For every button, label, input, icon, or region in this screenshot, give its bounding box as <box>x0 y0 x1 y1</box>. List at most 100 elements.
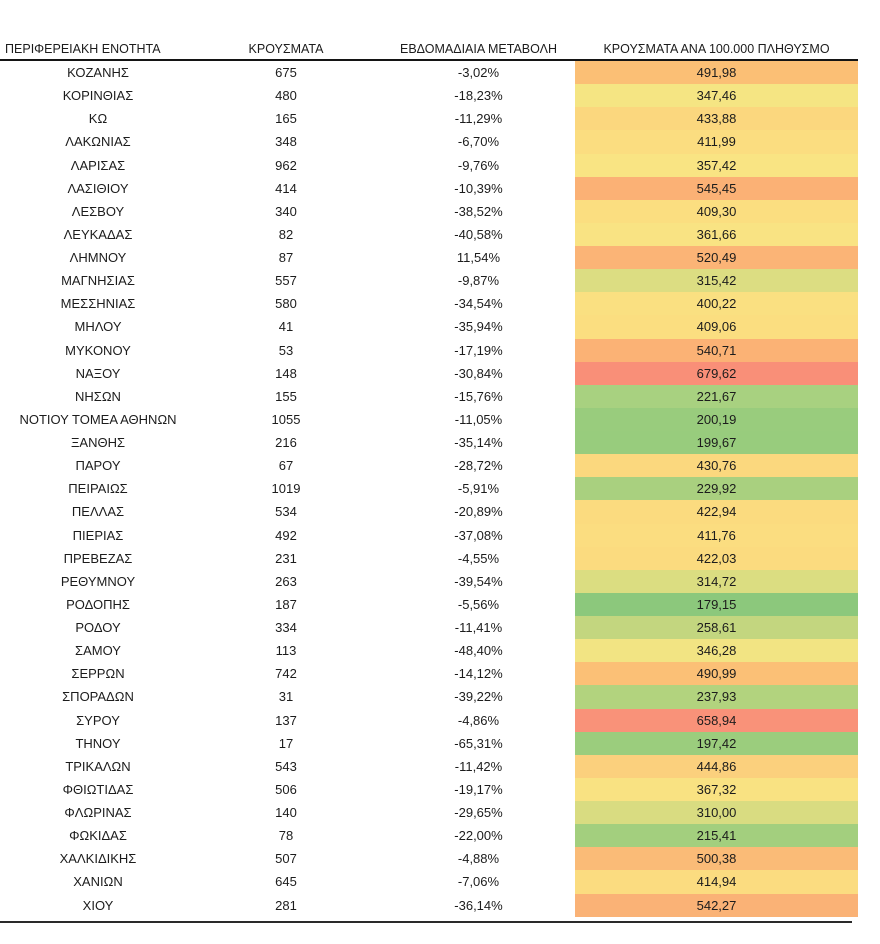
table-row: ΠΙΕΡΙΑΣ 492 -37,08% 411,76 <box>0 523 858 547</box>
region-cell: ΠΕΙΡΑΙΩΣ <box>68 481 128 497</box>
weekly-change-cell: -37,08% <box>454 527 503 543</box>
cases-cell: 492 <box>275 527 297 543</box>
weekly-change-cell: -36,14% <box>454 897 503 913</box>
per-100k-heat-cell: 197,42 <box>575 731 858 755</box>
cases-cell: 41 <box>278 319 294 335</box>
table-row: ΣΥΡΟΥ 137 -4,86% 658,94 <box>0 708 858 732</box>
per-100k-heat-cell: 430,76 <box>575 454 858 478</box>
cases-cell: 1055 <box>271 411 301 427</box>
region-cell: ΡΟΔΟΠΗΣ <box>66 596 130 612</box>
region-cell: ΚΟΡΙΝΘΙΑΣ <box>62 88 134 104</box>
region-cell: ΠΑΡΟΥ <box>75 458 121 474</box>
table-row: ΤΡΙΚΑΛΩΝ 543 -11,42% 444,86 <box>0 754 858 778</box>
cases-cell: 17 <box>278 735 294 751</box>
per-100k-heat-cell: 422,94 <box>575 500 858 524</box>
cases-cell: 53 <box>278 342 294 358</box>
cases-cell: 675 <box>275 65 297 81</box>
cases-cell: 216 <box>275 435 297 451</box>
region-cell: ΦΘΙΩΤΙΔΑΣ <box>62 781 134 797</box>
per-100k-heat-cell: 315,42 <box>575 269 858 293</box>
table-row: ΛΕΥΚΑΔΑΣ 82 -40,58% 361,66 <box>0 222 858 246</box>
weekly-change-cell: -20,89% <box>454 504 503 520</box>
table-row: ΣΑΜΟΥ 113 -48,40% 346,28 <box>0 639 858 663</box>
cases-cell: 31 <box>278 689 294 705</box>
region-cell: ΣΕΡΡΩΝ <box>71 666 125 682</box>
per-100k-heat-cell: 179,15 <box>575 592 858 616</box>
per-100k-heat-cell: 542,27 <box>575 893 858 917</box>
table-row: ΛΗΜΝΟΥ 87 11,54% 520,49 <box>0 246 858 270</box>
per-100k-heat-cell: 215,41 <box>575 824 858 848</box>
table-row: ΠΕΙΡΑΙΩΣ 1019 -5,91% 229,92 <box>0 477 858 501</box>
region-cell: ΡΟΔΟΥ <box>75 620 121 636</box>
region-cell: ΧΑΝΙΩΝ <box>73 874 123 890</box>
table-row: ΚΩ 165 -11,29% 433,88 <box>0 107 858 131</box>
weekly-change-cell: -34,54% <box>454 296 503 312</box>
region-cell: ΛΑΡΙΣΑΣ <box>70 157 126 173</box>
per-100k-heat-cell: 433,88 <box>575 107 858 131</box>
region-cell: ΠΙΕΡΙΑΣ <box>72 527 124 543</box>
weekly-change-cell: 11,54% <box>456 250 501 266</box>
region-cell: ΚΩ <box>88 111 108 127</box>
weekly-change-cell: -40,58% <box>454 226 503 242</box>
cases-cell: 645 <box>275 874 297 890</box>
per-100k-heat-cell: 199,67 <box>575 431 858 455</box>
weekly-change-cell: -4,86% <box>457 712 500 728</box>
region-cell: ΛΗΜΝΟΥ <box>69 250 127 266</box>
table-row: ΦΩΚΙΔΑΣ 78 -22,00% 215,41 <box>0 824 858 848</box>
per-100k-heat-cell: 490,99 <box>575 662 858 686</box>
table-row: ΧΙΟΥ 281 -36,14% 542,27 <box>0 893 858 917</box>
per-100k-heat-cell: 314,72 <box>575 569 858 593</box>
weekly-change-cell: -22,00% <box>454 828 503 844</box>
table-row: ΠΡΕΒΕΖΑΣ 231 -4,55% 422,03 <box>0 546 858 570</box>
weekly-change-cell: -35,94% <box>454 319 503 335</box>
region-cell: ΝΗΣΩΝ <box>75 388 121 404</box>
cases-cell: 155 <box>275 388 297 404</box>
table-row: ΣΕΡΡΩΝ 742 -14,12% 490,99 <box>0 662 858 686</box>
cases-cell: 480 <box>275 88 297 104</box>
cases-cell: 281 <box>275 897 297 913</box>
table-row: ΡΟΔΟΥ 334 -11,41% 258,61 <box>0 616 858 640</box>
table-row: ΝΟΤΙΟΥ ΤΟΜΕΑ ΑΘΗΝΩΝ 1055 -11,05% 200,19 <box>0 407 858 431</box>
weekly-change-cell: -3,02% <box>457 65 500 81</box>
per-100k-heat-cell: 411,99 <box>575 130 858 154</box>
per-100k-heat-cell: 400,22 <box>575 292 858 316</box>
region-cell: ΛΕΣΒΟΥ <box>71 203 125 219</box>
cases-cell: 962 <box>275 157 297 173</box>
per-100k-heat-cell: 500,38 <box>575 847 858 871</box>
per-100k-heat-cell: 310,00 <box>575 801 858 825</box>
per-100k-heat-cell: 545,45 <box>575 176 858 200</box>
table-row: ΚΟΖΑΝΗΣ 675 -3,02% 491,98 <box>0 61 858 85</box>
cases-cell: 742 <box>275 666 297 682</box>
table-row: ΡΕΘΥΜΝΟΥ 263 -39,54% 314,72 <box>0 569 858 593</box>
cases-cell: 67 <box>278 458 294 474</box>
cases-cell: 148 <box>275 365 297 381</box>
cases-cell: 165 <box>275 111 297 127</box>
region-cell: ΠΡΕΒΕΖΑΣ <box>63 550 133 566</box>
region-cell: ΣΠΟΡΑΔΩΝ <box>62 689 134 705</box>
weekly-change-cell: -29,65% <box>454 805 503 821</box>
region-cell: ΜΗΛΟΥ <box>74 319 122 335</box>
per-100k-heat-cell: 422,03 <box>575 546 858 570</box>
region-cell: ΞΑΝΘΗΣ <box>70 435 126 451</box>
cases-cell: 506 <box>275 781 297 797</box>
per-100k-heat-cell: 346,28 <box>575 639 858 663</box>
per-100k-heat-cell: 229,92 <box>575 477 858 501</box>
weekly-change-cell: -6,70% <box>457 134 500 150</box>
table-row: ΝΑΞΟΥ 148 -30,84% 679,62 <box>0 361 858 385</box>
per-100k-heat-cell: 221,67 <box>575 384 858 408</box>
weekly-change-cell: -38,52% <box>454 203 503 219</box>
table-row: ΠΕΛΛΑΣ 534 -20,89% 422,94 <box>0 500 858 524</box>
cases-cell: 557 <box>275 273 297 289</box>
cases-cell: 187 <box>275 596 297 612</box>
region-cell: ΣΥΡΟΥ <box>76 712 120 728</box>
weekly-change-cell: -35,14% <box>454 435 503 451</box>
weekly-change-cell: -30,84% <box>454 365 503 381</box>
per-100k-heat-cell: 491,98 <box>575 61 858 85</box>
cases-cell: 263 <box>275 573 297 589</box>
table-row: ΤΗΝΟΥ 17 -65,31% 197,42 <box>0 731 858 755</box>
per-100k-heat-cell: 540,71 <box>575 338 858 362</box>
table-row: ΛΕΣΒΟΥ 340 -38,52% 409,30 <box>0 199 858 223</box>
bottom-rule <box>0 920 852 923</box>
table-row: ΜΥΚΟΝΟΥ 53 -17,19% 540,71 <box>0 338 858 362</box>
region-cell: ΜΥΚΟΝΟΥ <box>65 342 131 358</box>
